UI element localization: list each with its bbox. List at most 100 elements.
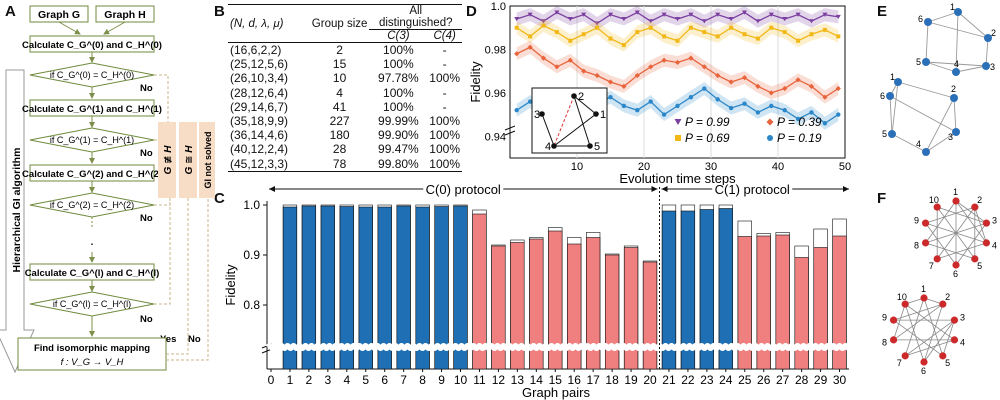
graph-f-top-node xyxy=(982,219,991,227)
x-tick-label: 11 xyxy=(473,373,486,387)
graph-g-box: Graph G xyxy=(38,9,80,21)
x-tick-label: 18 xyxy=(605,373,619,387)
col-header-group: Group size xyxy=(311,17,368,30)
graph-e-top-edge xyxy=(925,61,987,67)
legend-marker xyxy=(675,135,681,141)
result-not-solved: GI not solved xyxy=(203,131,213,188)
calc-level-0: Calculate C_G^(0) and C_H^(0) xyxy=(22,40,162,51)
inset-node-label: 5 xyxy=(594,141,600,153)
point-marker xyxy=(514,51,520,57)
point-marker xyxy=(568,38,573,43)
x-tick-label: 23 xyxy=(700,373,714,387)
point-marker xyxy=(635,30,640,35)
graph-e-top-node-label: 3 xyxy=(990,62,995,72)
table-cell: 100% xyxy=(429,114,460,129)
graph-f-bottom-edge xyxy=(904,303,955,341)
table-cell: 100% xyxy=(383,43,414,57)
point-marker xyxy=(755,19,761,24)
graph-f-top-node xyxy=(921,219,930,227)
graph-e-top-node xyxy=(924,18,932,26)
point-marker xyxy=(527,99,533,104)
graph-f-bottom-node xyxy=(939,352,947,360)
x-tick-label: 28 xyxy=(795,373,809,387)
measured-bar xyxy=(453,205,468,370)
y-tick-label: 1.0 xyxy=(491,1,506,13)
point-marker xyxy=(594,21,600,26)
point-marker xyxy=(835,85,841,92)
x-tick-label: 20 xyxy=(638,161,650,173)
graph-e-top-node xyxy=(984,34,992,42)
graph-e-bottom-node-label: 1 xyxy=(890,72,895,82)
graph-f-top-node xyxy=(921,239,930,247)
point-marker xyxy=(822,121,828,126)
graph-f-top-node-label: 6 xyxy=(953,269,958,279)
find-mapping-box: Find isomorphic mapping xyxy=(34,343,150,354)
table-row: (45,12,3,3) 78 99.80% 100% xyxy=(228,157,462,172)
point-marker xyxy=(782,17,788,22)
graph-f-bottom-edge xyxy=(904,297,925,357)
graph-f-top-node xyxy=(982,239,991,247)
graph-f-top-node xyxy=(952,197,960,205)
x-axis-label: Evolution time steps xyxy=(619,171,736,185)
graph-e-top-node-label: 4 xyxy=(954,59,959,69)
measured-bar xyxy=(832,235,847,370)
x-tick-label: 14 xyxy=(530,373,544,387)
table-row: (28,12,6,4) 4 100% - xyxy=(228,86,462,100)
point-marker xyxy=(661,12,667,17)
measured-bar xyxy=(737,236,752,370)
x-tick-label: 10 xyxy=(454,373,468,387)
measured-bar xyxy=(586,237,601,370)
point-marker xyxy=(701,64,707,70)
measured-bar xyxy=(567,243,582,370)
x-tick-label: 16 xyxy=(568,373,582,387)
legend-label: P = 0.99 xyxy=(685,115,730,129)
inset-edge xyxy=(573,95,597,115)
table-row: (16,6,2,2) 2 100% - xyxy=(228,43,462,58)
panel-letter-d: D xyxy=(466,3,477,20)
inset-node-label: 3 xyxy=(534,109,540,121)
point-marker xyxy=(742,10,747,15)
point-marker xyxy=(836,34,841,39)
graph-f-bottom-node-label: 9 xyxy=(882,312,887,322)
graph-e-top-edge xyxy=(985,37,989,67)
x-tick-label: 8 xyxy=(419,373,426,387)
table-cell: 10 xyxy=(332,71,347,86)
legend-marker xyxy=(766,118,774,126)
point-marker xyxy=(702,30,707,35)
table-cell: 100% xyxy=(429,142,460,157)
point-marker xyxy=(528,34,533,39)
graph-f-bottom-edge xyxy=(904,303,925,363)
measured-bar xyxy=(434,206,449,370)
graph-e-top-node xyxy=(982,62,990,70)
no-label-2: No xyxy=(140,213,153,224)
table-cell: 180 xyxy=(329,128,350,143)
inset-node-label: 1 xyxy=(600,109,606,121)
table-cell: 99.99% xyxy=(378,114,419,129)
table-cell: 100% xyxy=(383,57,414,72)
x-tick-label: 7 xyxy=(400,373,407,387)
point-marker xyxy=(608,36,613,41)
point-marker xyxy=(514,108,519,113)
measured-bar xyxy=(301,205,317,370)
x-tick-label: 15 xyxy=(549,373,563,387)
no-label-0: No xyxy=(140,83,153,94)
measured-bar xyxy=(775,234,790,370)
graph-e-bottom-node-label: 6 xyxy=(880,91,885,101)
break-band xyxy=(265,343,853,351)
ellipsis-dot: · xyxy=(90,235,95,251)
point-marker xyxy=(514,17,520,22)
graph-f-bottom-node-label: 3 xyxy=(960,312,965,322)
graph-e-top-edge xyxy=(955,65,987,73)
point-marker xyxy=(715,12,721,17)
graph-f-bottom-node-label: 2 xyxy=(945,292,950,302)
inset-node xyxy=(539,111,545,117)
graph-f-bottom-edge xyxy=(923,303,944,363)
graph-e-top-edge xyxy=(957,11,989,39)
point-marker xyxy=(702,86,707,91)
measured-bar xyxy=(756,235,771,370)
measured-bar xyxy=(472,213,487,370)
if-level-l: if C_G^(l) = C_H^(l) xyxy=(53,299,131,309)
graph-e-top-edge xyxy=(927,11,959,23)
if-level-2: if C_G^(2) = C_H^(2) xyxy=(50,200,134,210)
x-tick-label: 2 xyxy=(306,373,313,387)
